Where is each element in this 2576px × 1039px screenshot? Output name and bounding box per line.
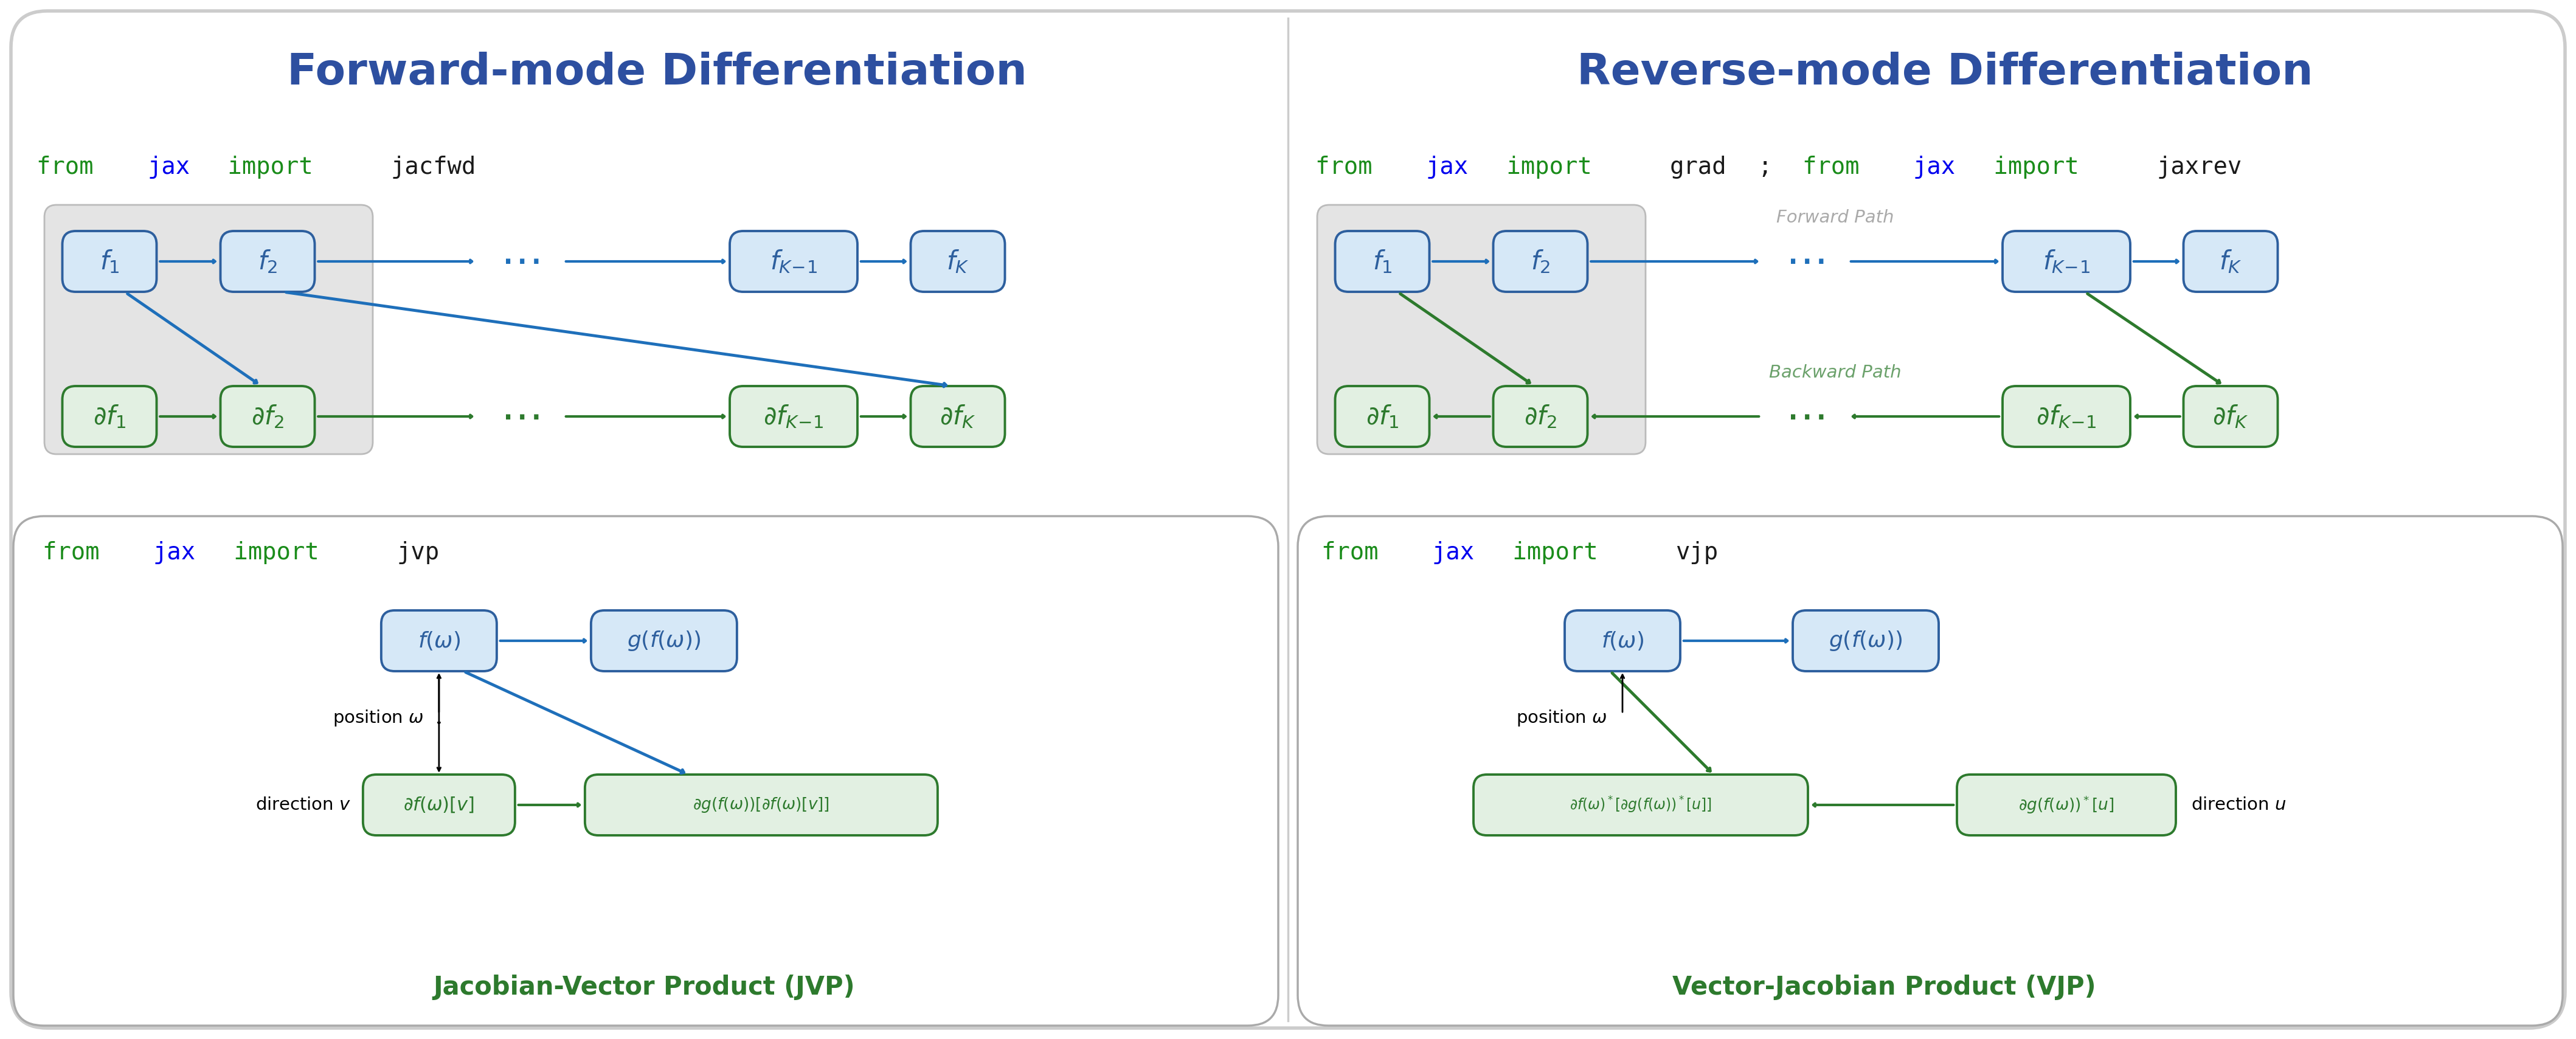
Text: $f(\omega)$: $f(\omega)$ [1602,630,1643,651]
Text: import: import [1499,541,1613,564]
FancyBboxPatch shape [363,774,515,835]
FancyBboxPatch shape [2002,231,2130,292]
Text: $\partial f_K$: $\partial f_K$ [940,403,976,430]
FancyBboxPatch shape [10,11,2566,1028]
FancyBboxPatch shape [2002,387,2130,447]
Text: from: from [44,541,113,564]
FancyBboxPatch shape [1298,516,2563,1025]
Text: jax: jax [1432,541,1476,564]
FancyBboxPatch shape [912,387,1005,447]
FancyBboxPatch shape [1316,205,1646,454]
Text: jax: jax [147,156,191,179]
Text: Vector-Jacobian Product (VJP): Vector-Jacobian Product (VJP) [1672,975,2097,1001]
FancyBboxPatch shape [729,387,858,447]
FancyBboxPatch shape [590,610,737,671]
FancyBboxPatch shape [1958,774,2177,835]
Text: jax: jax [1427,156,1468,179]
FancyBboxPatch shape [1334,231,1430,292]
Text: from: from [36,156,108,179]
Text: $f_1$: $f_1$ [100,248,118,274]
FancyBboxPatch shape [62,231,157,292]
FancyBboxPatch shape [1494,231,1587,292]
FancyBboxPatch shape [222,387,314,447]
Text: $\partial f_2$: $\partial f_2$ [1525,403,1556,430]
Text: $\partial f(\omega)^*[\partial g(f(\omega))^*[u]]$: $\partial f(\omega)^*[\partial g(f(\omeg… [1569,795,1713,815]
Text: $\partial f_1$: $\partial f_1$ [93,403,126,430]
Text: $g(f(\omega))$: $g(f(\omega))$ [626,630,701,652]
FancyBboxPatch shape [1494,387,1587,447]
Text: direction $v$: direction $v$ [255,797,350,814]
Text: jax: jax [1914,156,1955,179]
Text: $f_1$: $f_1$ [1373,248,1391,274]
Text: ;: ; [1757,156,1788,179]
Text: $f_{K\!-\!1}$: $f_{K\!-\!1}$ [2043,248,2089,274]
Text: $f_{K\!-\!1}$: $f_{K\!-\!1}$ [770,248,817,274]
Text: grad: grad [1669,156,1726,179]
FancyBboxPatch shape [1473,774,1808,835]
Text: $f(\omega)$: $f(\omega)$ [417,630,461,651]
Text: import: import [214,156,327,179]
FancyBboxPatch shape [2184,387,2277,447]
FancyBboxPatch shape [729,231,858,292]
Text: Forward Path: Forward Path [1777,209,1893,227]
Text: $\partial f(\omega)[v]$: $\partial f(\omega)[v]$ [404,796,474,815]
Text: import: import [219,541,332,564]
Text: position $\omega$: position $\omega$ [1517,709,1607,727]
Text: jax: jax [152,541,196,564]
Text: $\cdots$: $\cdots$ [1785,396,1824,436]
FancyBboxPatch shape [13,516,1278,1025]
FancyBboxPatch shape [62,387,157,447]
Text: Jacobian-Vector Product (JVP): Jacobian-Vector Product (JVP) [433,975,855,1001]
Text: jvp: jvp [397,541,440,564]
Text: Backward Path: Backward Path [1770,364,1901,381]
FancyBboxPatch shape [585,774,938,835]
FancyBboxPatch shape [1564,610,1680,671]
Text: $\partial f_{K\!-\!1}$: $\partial f_{K\!-\!1}$ [762,403,824,430]
Text: $f_K$: $f_K$ [945,248,969,274]
Text: $\partial f_1$: $\partial f_1$ [1365,403,1399,430]
Text: $\partial g(f(\omega))[\partial f(\omega)[v]]$: $\partial g(f(\omega))[\partial f(\omega… [693,796,829,814]
Text: from: from [1316,156,1386,179]
Text: from: from [1321,541,1394,564]
Text: import: import [1492,156,1607,179]
FancyBboxPatch shape [222,231,314,292]
FancyBboxPatch shape [912,231,1005,292]
Text: Forward-mode Differentiation: Forward-mode Differentiation [286,52,1028,94]
FancyBboxPatch shape [381,610,497,671]
Text: from: from [1803,156,1873,179]
Text: $\partial f_K$: $\partial f_K$ [2213,403,2249,430]
FancyBboxPatch shape [44,205,374,454]
Text: $f_K$: $f_K$ [2218,248,2241,274]
Text: $\partial f_{K\!-\!1}$: $\partial f_{K\!-\!1}$ [2035,403,2097,430]
Text: $f_2$: $f_2$ [258,248,278,274]
Text: position $\omega$: position $\omega$ [332,709,425,727]
Text: direction $u$: direction $u$ [2192,797,2287,814]
Text: jacfwd: jacfwd [392,156,477,179]
Text: $\partial g(f(\omega))^*[u]$: $\partial g(f(\omega))^*[u]$ [2020,795,2115,816]
Text: $\cdots$: $\cdots$ [1785,241,1824,282]
Text: $g(f(\omega))$: $g(f(\omega))$ [1829,630,1904,652]
FancyBboxPatch shape [1334,387,1430,447]
FancyBboxPatch shape [1793,610,1940,671]
Text: vjp: vjp [1674,541,1718,564]
Text: $f_2$: $f_2$ [1530,248,1551,274]
Text: $\partial f_2$: $\partial f_2$ [252,403,283,430]
Text: Reverse-mode Differentiation: Reverse-mode Differentiation [1577,52,2313,94]
Text: $\cdots$: $\cdots$ [500,396,538,436]
FancyBboxPatch shape [2184,231,2277,292]
Text: jaxrev: jaxrev [2156,156,2241,179]
Text: import: import [1978,156,2094,179]
Text: $\cdots$: $\cdots$ [500,241,538,282]
